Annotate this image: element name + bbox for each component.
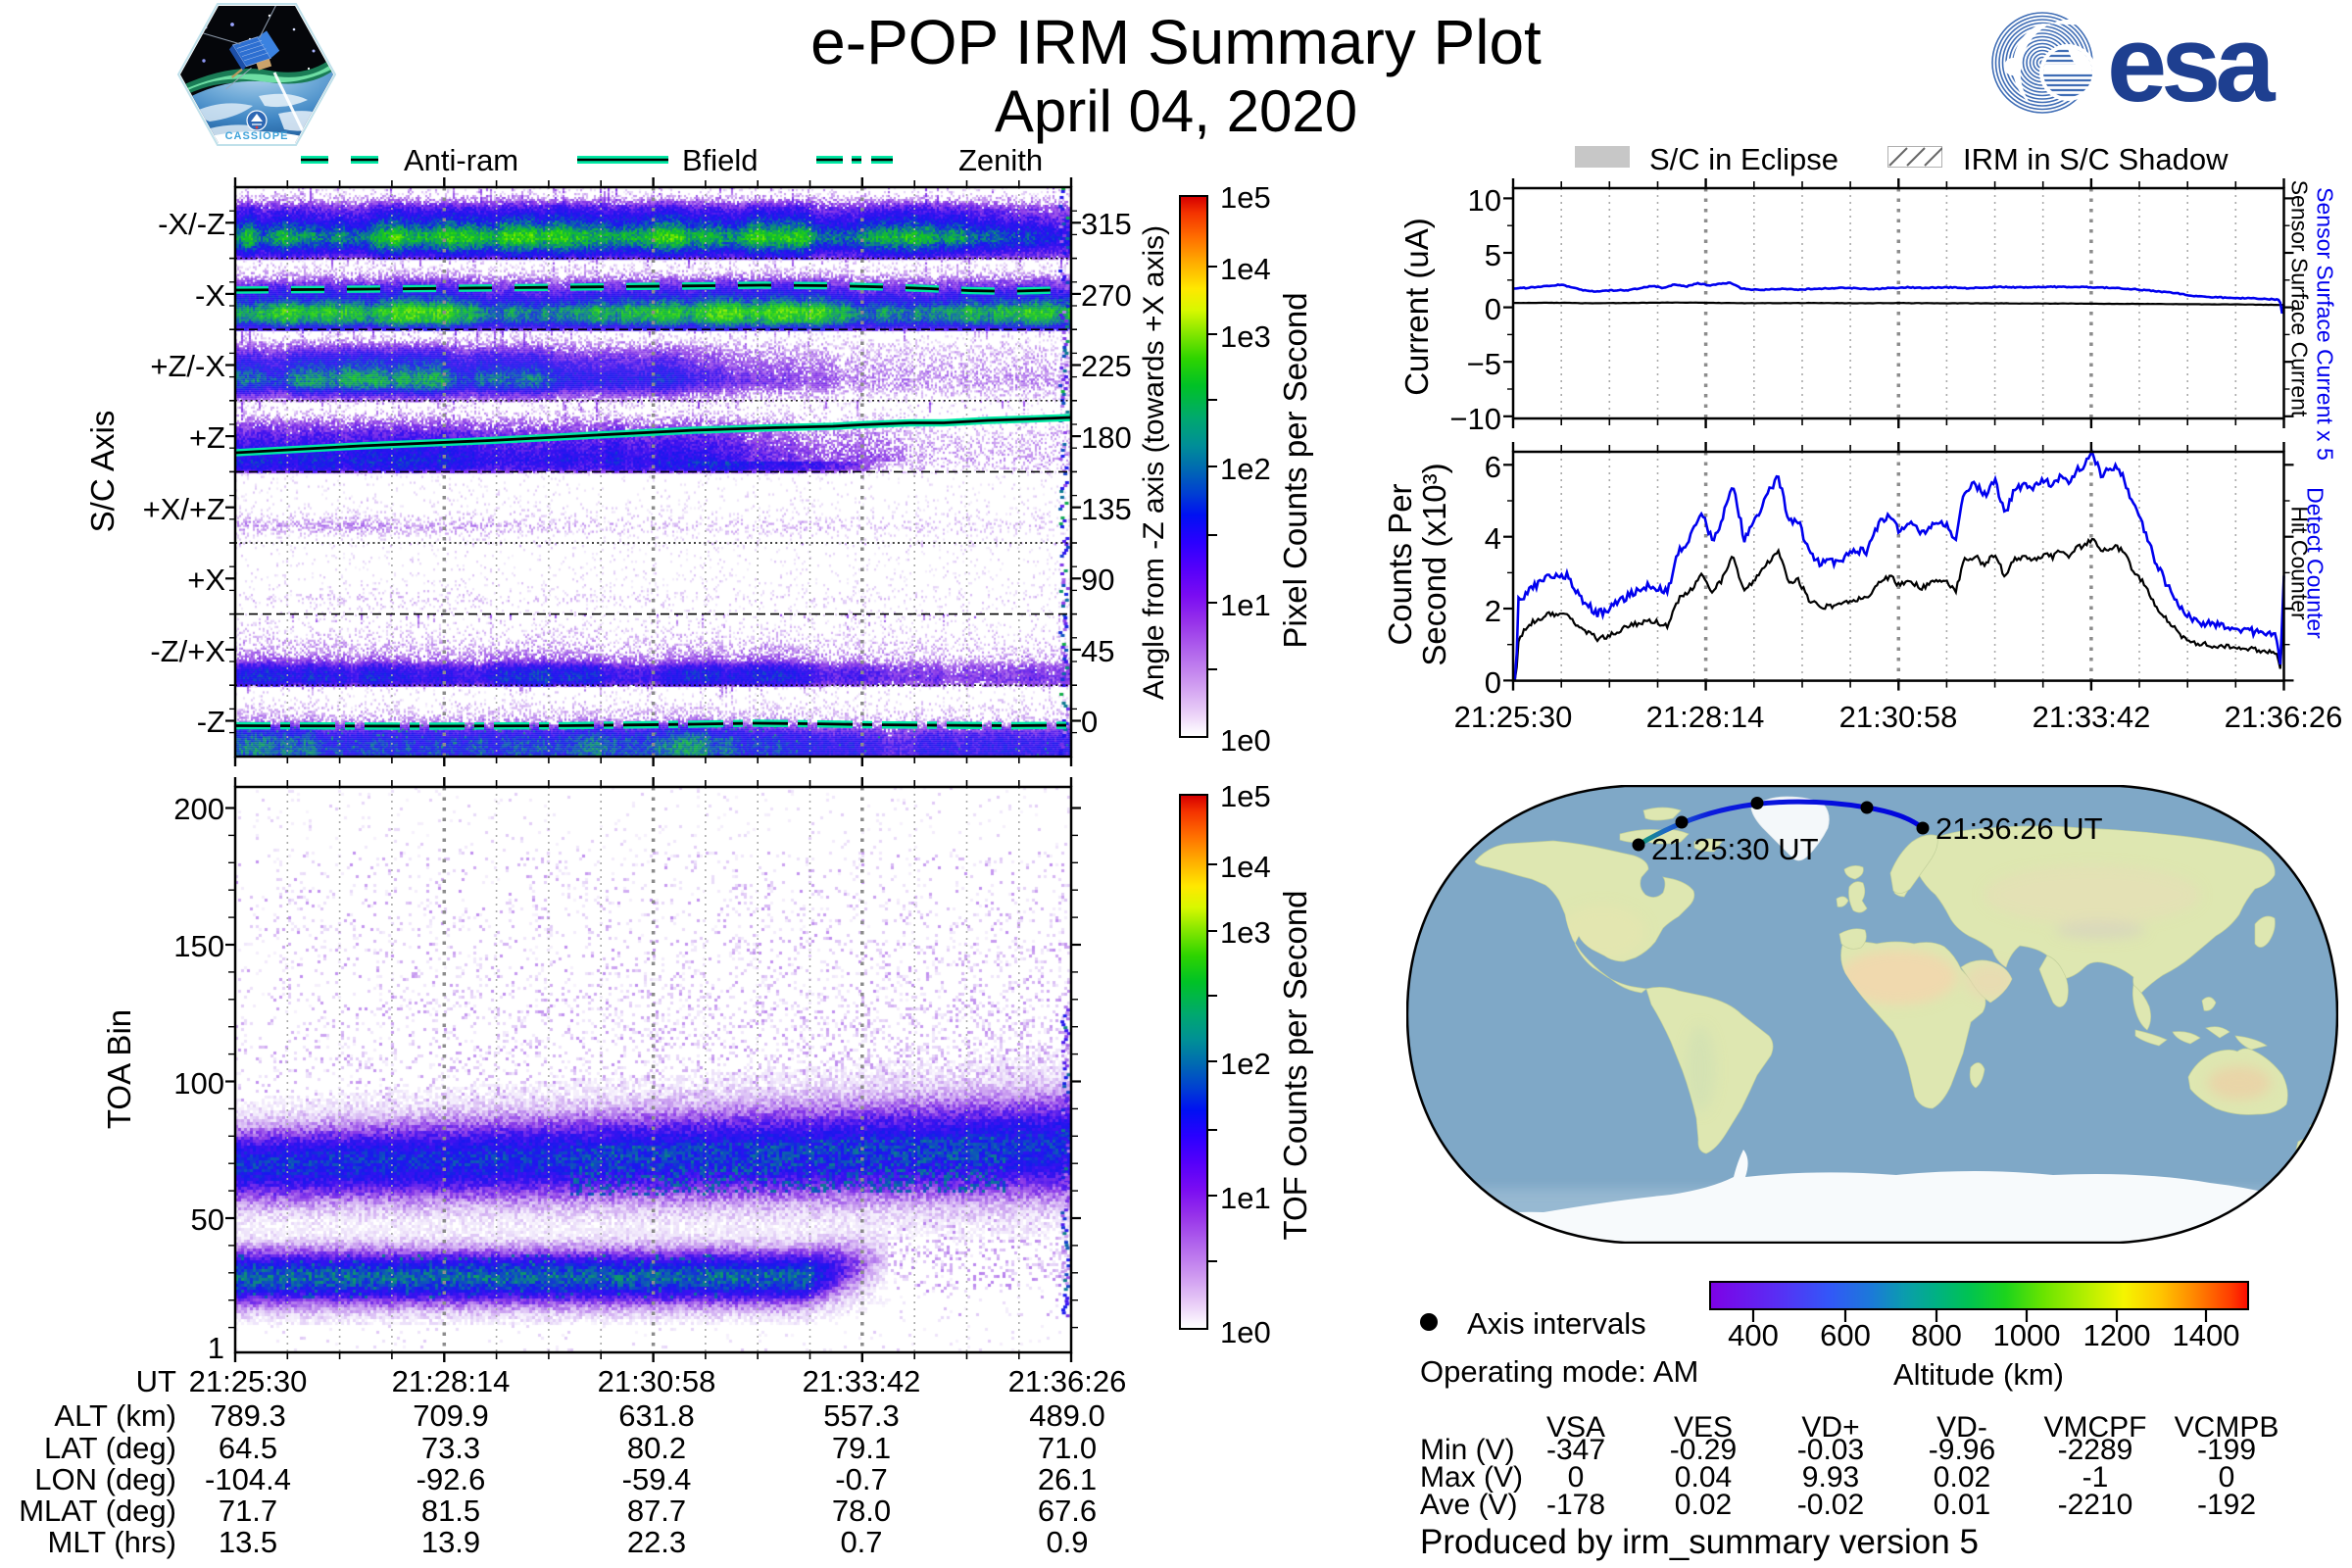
svg-text:Bfield: Bfield <box>682 145 759 177</box>
svg-text:Anti-ram: Anti-ram <box>404 145 518 177</box>
svg-text:CASSIOPE: CASSIOPE <box>225 130 289 142</box>
svg-text:21:36:26 UT: 21:36:26 UT <box>1936 811 2103 846</box>
svg-text:21:25:30 UT: 21:25:30 UT <box>1651 832 1819 866</box>
svg-text:Zenith: Zenith <box>958 145 1043 177</box>
svg-text:esa: esa <box>2107 6 2276 123</box>
